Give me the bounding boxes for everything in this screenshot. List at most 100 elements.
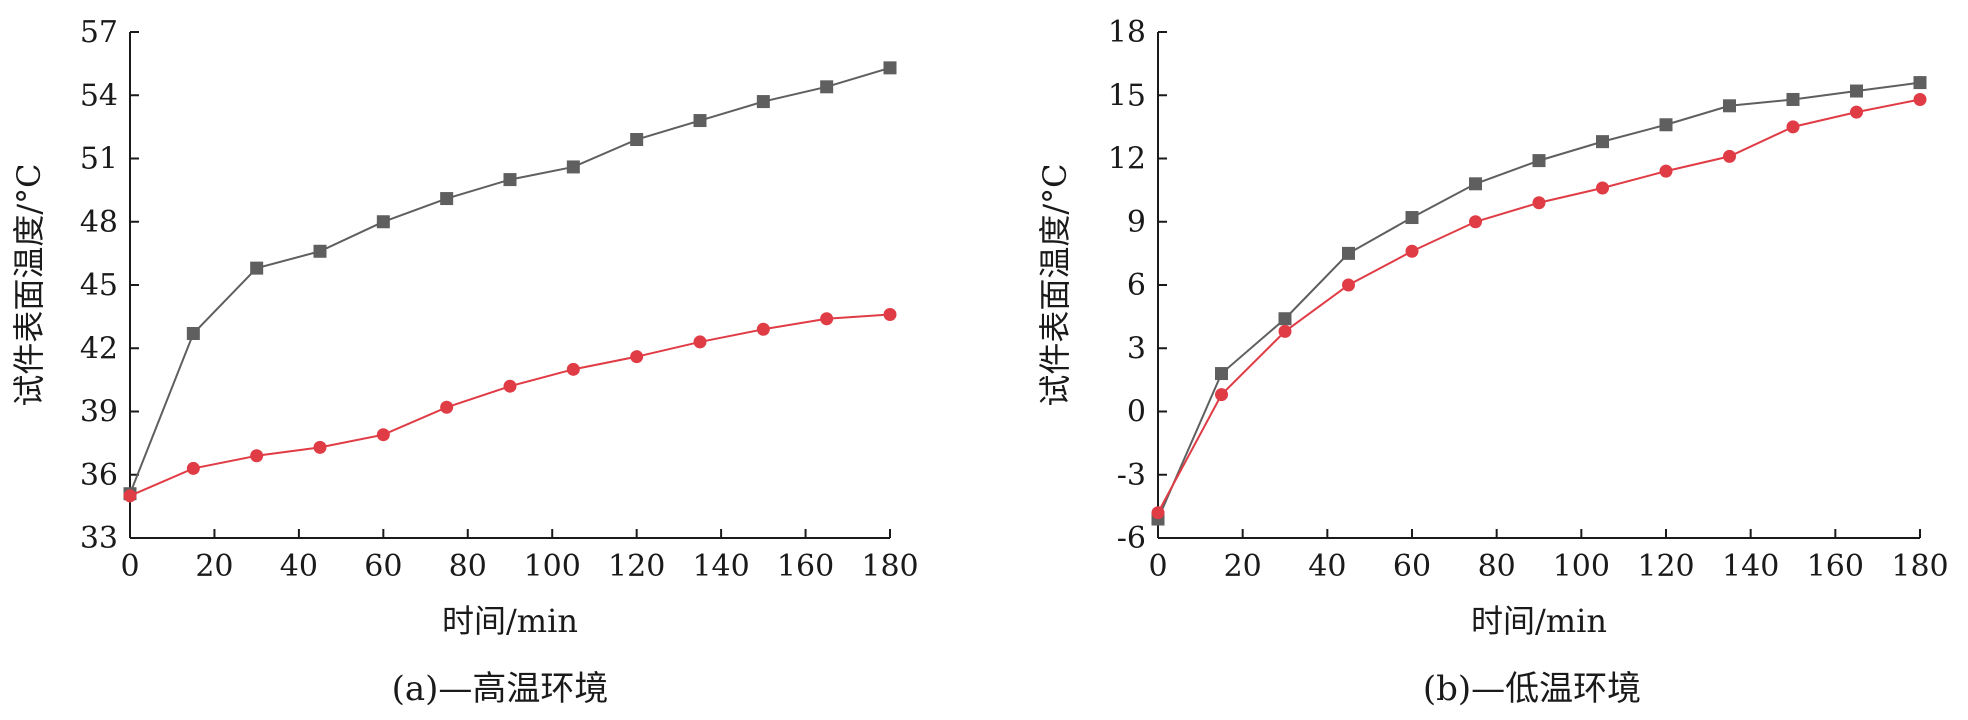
data-point-circle xyxy=(1850,105,1863,119)
data-point-circle xyxy=(756,322,770,336)
y-tick-label: 33 xyxy=(80,521,118,556)
data-point-circle xyxy=(1405,244,1419,258)
x-tick-label: 140 xyxy=(692,549,749,584)
data-point-circle xyxy=(1786,120,1800,134)
data-point-circle xyxy=(1151,506,1165,520)
data-point-circle xyxy=(693,335,707,349)
data-point-square xyxy=(1278,312,1292,326)
y-tick-label: 18 xyxy=(1108,15,1146,50)
data-point-circle xyxy=(1278,324,1292,338)
x-tick-label: 40 xyxy=(280,549,318,584)
data-point-square xyxy=(1405,211,1419,225)
series-line-red-circle xyxy=(129,313,891,497)
x-axis-label: 时间/min xyxy=(442,602,578,640)
data-point-square xyxy=(1850,84,1863,98)
y-axis-label: 试件表面温度/°C xyxy=(10,163,48,406)
y-tick-label: 3 xyxy=(1127,331,1146,366)
data-point-circle xyxy=(123,489,137,503)
y-tick-label: 45 xyxy=(80,268,118,303)
data-point-square xyxy=(1342,246,1355,260)
data-point-circle xyxy=(376,428,390,442)
data-point-square xyxy=(756,95,770,109)
y-tick-label: 42 xyxy=(80,331,118,366)
data-point-square xyxy=(1532,154,1546,168)
data-point-square xyxy=(376,215,390,229)
data-point-square xyxy=(440,192,454,206)
y-tick-label: 0 xyxy=(1127,395,1146,430)
data-point-square xyxy=(1215,367,1228,381)
y-tick-label: 15 xyxy=(1108,78,1146,113)
data-point-circle xyxy=(1913,92,1927,106)
x-tick-label: 100 xyxy=(524,549,581,584)
data-point-circle xyxy=(1532,196,1546,210)
y-tick-label: 12 xyxy=(1108,142,1146,177)
data-point-square xyxy=(503,173,517,187)
chart-panel-high-temperature: 33 36 39 42 45 48 51 54 57 0 20 40 60 80 100 120 140 160 1… xyxy=(10,15,919,709)
x-tick-label: 60 xyxy=(364,549,402,584)
x-tick-label: 180 xyxy=(1891,549,1948,584)
series-gray-square xyxy=(123,61,897,501)
data-point-circle xyxy=(1469,215,1482,229)
data-point-circle xyxy=(630,350,644,364)
x-tick-label: 80 xyxy=(449,549,487,584)
data-point-circle xyxy=(1342,278,1355,292)
y-tick-label: 51 xyxy=(80,142,118,177)
y-tick-label: 36 xyxy=(80,458,118,493)
x-tick-label: 80 xyxy=(1478,549,1516,584)
y-tick-label: -3 xyxy=(1117,458,1146,493)
data-point-square xyxy=(883,61,897,75)
y-tick-label: 54 xyxy=(80,78,118,113)
y-axis-label: 试件表面温度/°C xyxy=(1036,163,1074,406)
data-point-square xyxy=(566,160,580,174)
x-tick-label: 160 xyxy=(1807,549,1864,584)
panel-caption: (b)—低温环境 xyxy=(1423,669,1641,709)
series-red-circle xyxy=(1151,92,1927,520)
x-axis-label: 时间/min xyxy=(1471,602,1607,640)
data-point-circle xyxy=(1659,164,1673,178)
data-point-square xyxy=(820,80,834,94)
y-tick-label: 9 xyxy=(1127,205,1146,240)
series-red-circle xyxy=(123,308,897,503)
x-tick-label: 160 xyxy=(777,549,834,584)
x-tick-label: 120 xyxy=(608,549,665,584)
data-point-square xyxy=(186,326,200,340)
data-point-circle xyxy=(566,362,580,376)
x-tick-label: 60 xyxy=(1393,549,1431,584)
data-point-square xyxy=(1723,99,1736,113)
x-tick-label: 180 xyxy=(861,549,918,584)
data-point-square xyxy=(1596,135,1609,149)
data-point-square xyxy=(630,133,644,147)
panel-caption: (a)—高温环境 xyxy=(392,669,609,709)
data-point-circle xyxy=(1723,149,1736,163)
series-line-gray-square xyxy=(1157,81,1921,520)
data-point-circle xyxy=(503,379,517,393)
x-tick-label: 0 xyxy=(1148,549,1167,584)
data-point-square xyxy=(1659,118,1673,132)
x-tick-label: 120 xyxy=(1637,549,1694,584)
data-point-circle xyxy=(186,461,200,475)
data-point-circle xyxy=(883,308,897,322)
data-point-square xyxy=(693,114,707,128)
data-point-square xyxy=(1469,177,1482,191)
y-tick-label: -6 xyxy=(1117,521,1146,556)
series-line-gray-square xyxy=(129,66,891,495)
data-point-square xyxy=(250,261,264,275)
y-tick-label: 6 xyxy=(1127,268,1146,303)
y-tick-label: 39 xyxy=(80,395,118,430)
data-point-circle xyxy=(440,400,454,414)
y-tick-label: 57 xyxy=(80,15,118,50)
x-tick-label: 100 xyxy=(1553,549,1610,584)
data-point-circle xyxy=(1596,181,1609,195)
x-tick-label: 20 xyxy=(195,549,233,584)
data-point-square xyxy=(1786,92,1800,106)
data-point-circle xyxy=(313,440,327,454)
data-point-circle xyxy=(1215,388,1228,402)
series-gray-square xyxy=(1151,76,1927,526)
x-tick-label: 140 xyxy=(1722,549,1779,584)
y-tick-label: 48 xyxy=(80,205,118,240)
data-point-circle xyxy=(820,312,834,326)
x-tick-label: 20 xyxy=(1224,549,1262,584)
x-tick-label: 40 xyxy=(1308,549,1346,584)
